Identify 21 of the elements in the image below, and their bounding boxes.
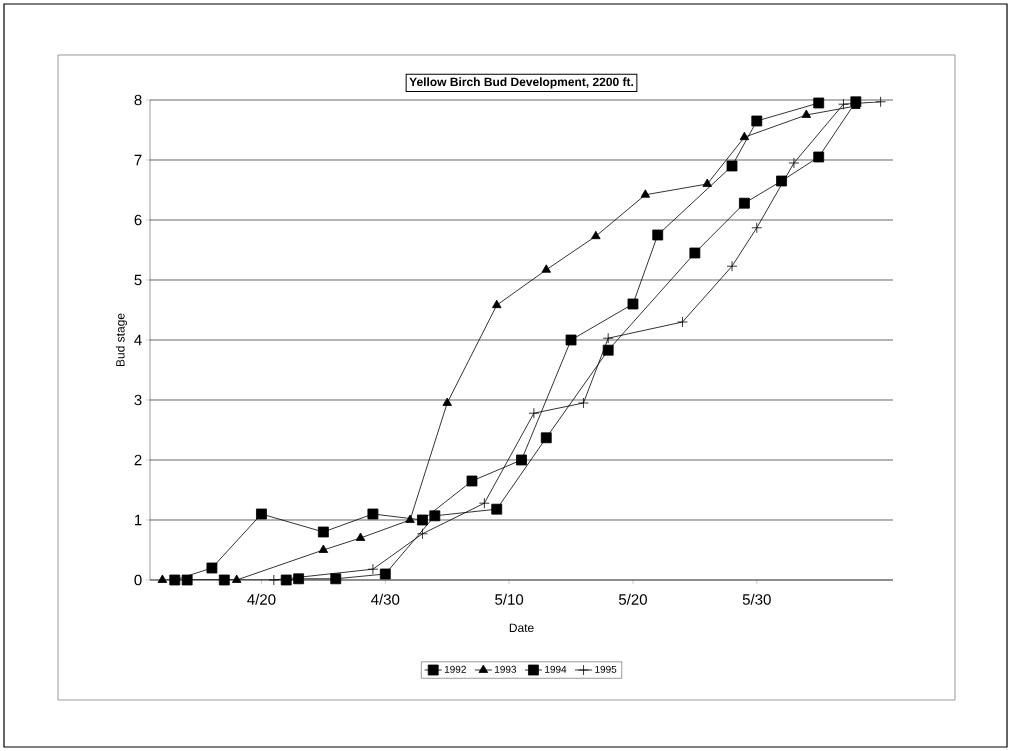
x-tick-label: 4/20 xyxy=(247,593,276,605)
y-tick-label: 2 xyxy=(134,454,142,466)
legend-label: 1994 xyxy=(545,665,567,673)
y-tick-label: 5 xyxy=(134,274,142,286)
y-tick-label: 8 xyxy=(134,94,142,106)
y-tick-label: 3 xyxy=(134,394,142,406)
chart-title: Yellow Birch Bud Development, 2200 ft. xyxy=(409,77,634,89)
x-tick-label: 5/10 xyxy=(495,593,524,605)
x-tick-label: 5/30 xyxy=(742,593,771,605)
legend-label: 1995 xyxy=(595,665,617,673)
x-tick-label: 4/30 xyxy=(371,593,400,605)
y-tick-label: 1 xyxy=(135,514,142,526)
x-axis-title: Date xyxy=(509,623,534,633)
y-tick-label: 0 xyxy=(134,574,142,586)
legend-label: 1993 xyxy=(495,665,517,673)
y-tick-label: 7 xyxy=(134,154,142,166)
y-tick-label: 6 xyxy=(134,214,142,226)
legend-label: 1992 xyxy=(444,665,466,673)
y-tick-label: 4 xyxy=(134,334,142,346)
x-tick-label: 5/20 xyxy=(618,593,647,605)
y-axis-title: Bud stage xyxy=(115,313,127,367)
